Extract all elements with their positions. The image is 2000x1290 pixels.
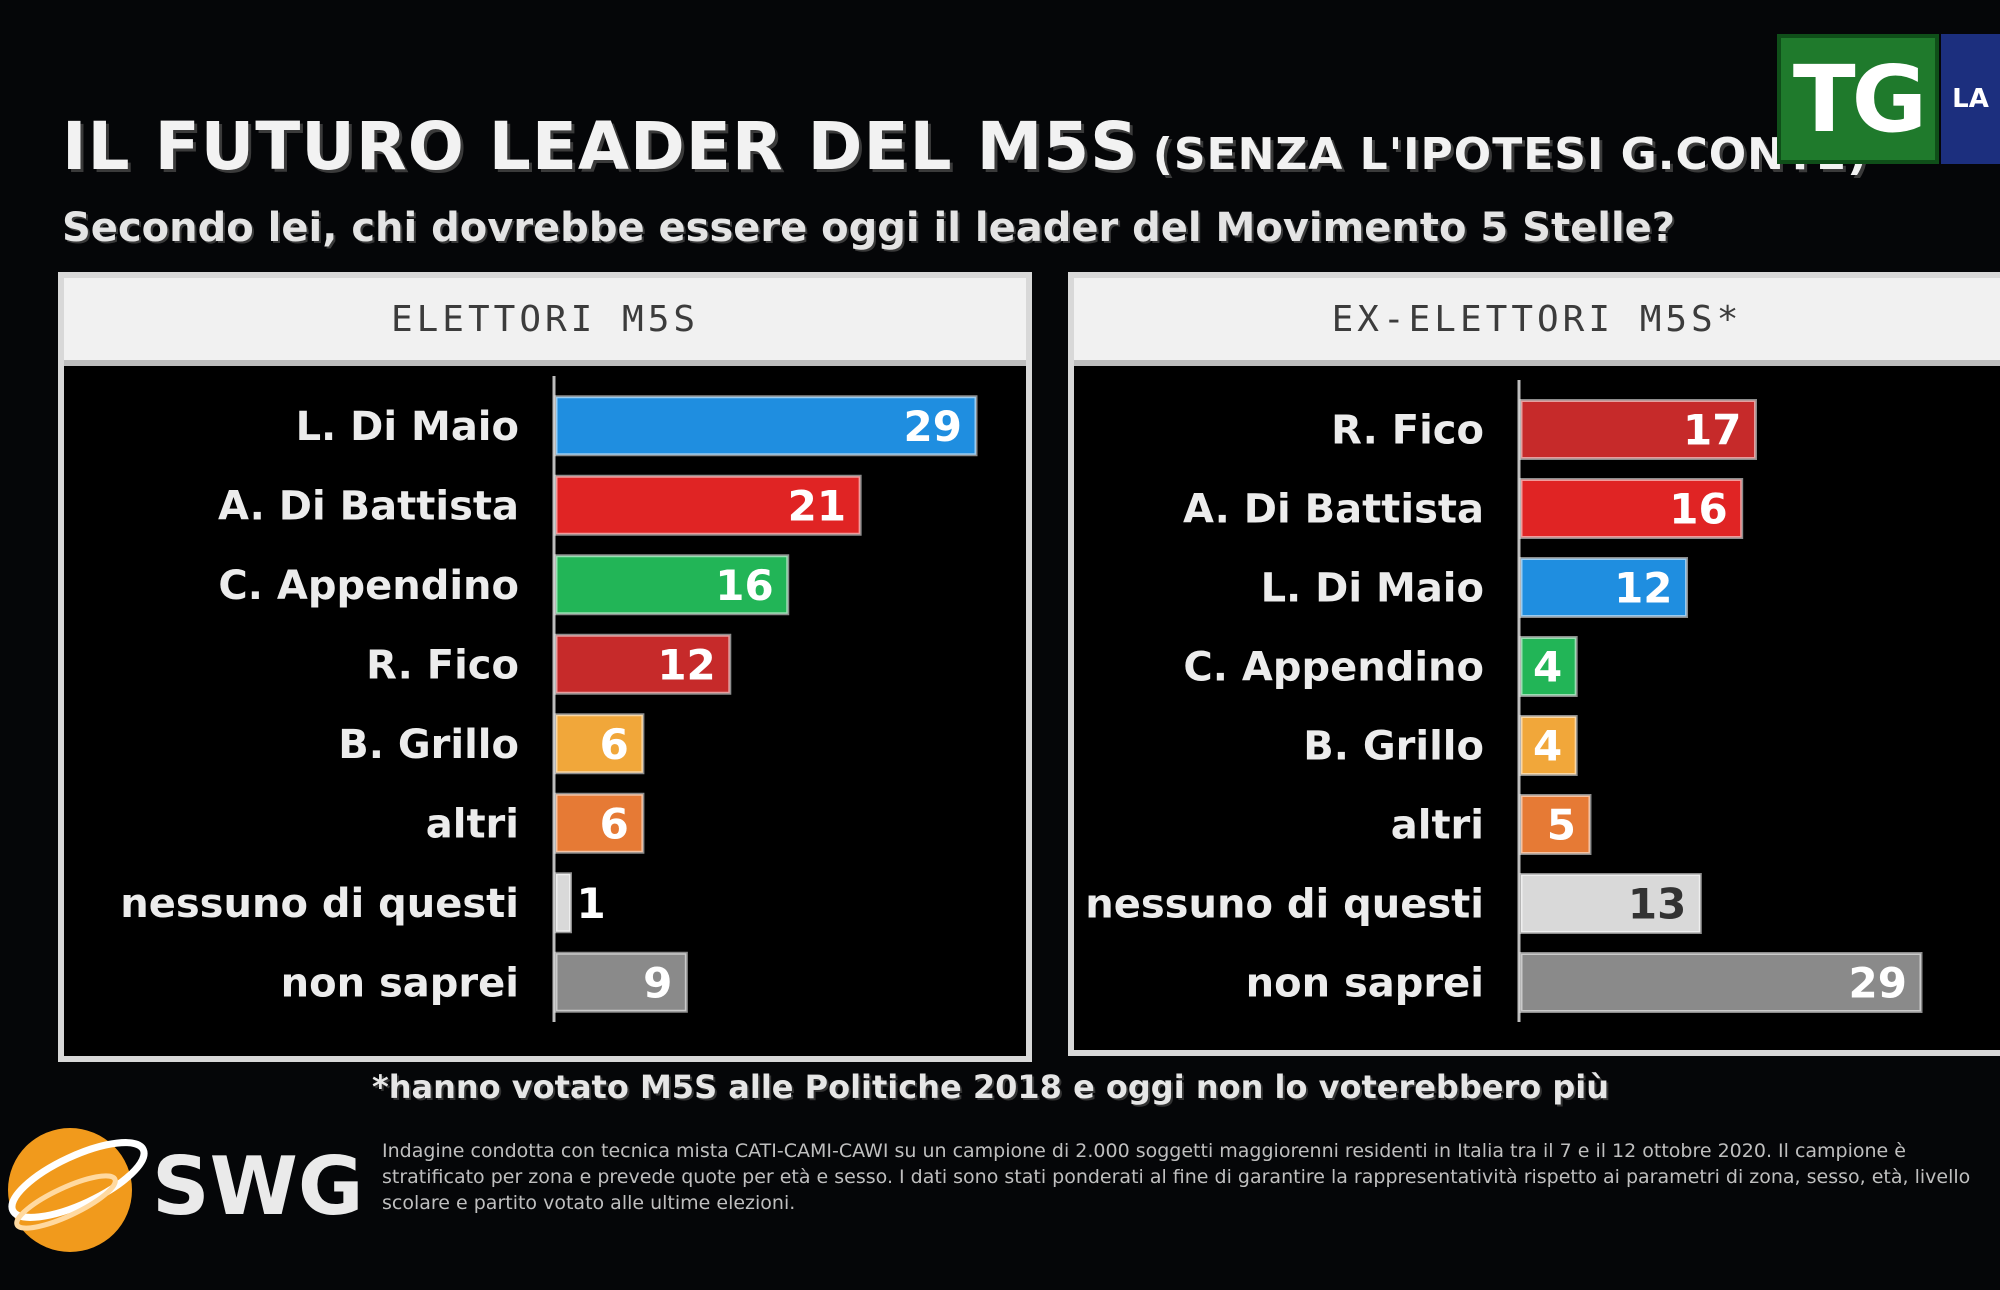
- data-label: 6: [600, 799, 629, 848]
- data-label: 1: [576, 879, 605, 928]
- category-label: L. Di Maio: [1261, 566, 1484, 612]
- category-label: L. Di Maio: [296, 404, 519, 450]
- bar: [1519, 952, 1923, 1013]
- bar: [554, 951, 688, 1013]
- data-label: 4: [1533, 643, 1562, 692]
- category-label: C. Appendino: [1183, 645, 1484, 691]
- category-label: R. Fico: [366, 642, 519, 688]
- bar: [554, 633, 732, 695]
- data-label: 29: [1849, 959, 1907, 1008]
- bar: [1519, 399, 1757, 460]
- data-label: 21: [788, 481, 846, 530]
- methodology-note: Indagine condotta con tecnica mista CATI…: [382, 1140, 1971, 1214]
- page-title: IL FUTURO LEADER DEL M5S (SENZA L'IPOTESI…: [62, 108, 1868, 185]
- data-label: 5: [1547, 801, 1576, 850]
- data-label: 17: [1683, 406, 1741, 455]
- bar: [1519, 478, 1744, 539]
- data-label: 6: [600, 720, 629, 769]
- category-label: altri: [426, 801, 519, 847]
- footnote: *hanno votato M5S alle Politiche 2018 e …: [372, 1068, 1609, 1106]
- panel-title-ex-elettori: EX-ELETTORI M5S*: [1074, 278, 2000, 366]
- bar: [554, 474, 862, 536]
- data-label: 9: [643, 958, 672, 1007]
- chart-panel-ex-elettori: EX-ELETTORI M5S* R. Fico 17 A. Di Battista…: [1068, 272, 2000, 1056]
- data-label: 13: [1628, 880, 1686, 929]
- data-label: 29: [904, 402, 962, 451]
- category-label: R. Fico: [1331, 408, 1484, 454]
- bar: [554, 792, 645, 854]
- category-label: B. Grillo: [338, 722, 519, 768]
- data-label: 12: [1614, 564, 1672, 613]
- bar: [554, 713, 645, 775]
- category-label: nessuno di questi: [120, 881, 519, 927]
- bar: [1519, 636, 1578, 697]
- data-label: 4: [1533, 722, 1562, 771]
- data-label: 16: [1669, 485, 1727, 534]
- category-label: non saprei: [1246, 961, 1484, 1007]
- tg-logo: TG: [1777, 34, 1939, 164]
- bar: [1519, 873, 1702, 934]
- swg-globe-icon: [8, 1128, 148, 1252]
- category-label: A. Di Battista: [218, 483, 519, 529]
- data-label: 12: [657, 640, 715, 689]
- category-label: A. Di Battista: [1183, 487, 1484, 533]
- category-label: nessuno di questi: [1085, 882, 1484, 928]
- chart-panel-elettori: ELETTORI M5S L. Di Maio 29 A. Di Battista 2…: [58, 272, 1032, 1062]
- channel-logo: LA: [1941, 34, 2000, 164]
- title-note: (SENZA L'IPOTESI G.CONTE): [1152, 129, 1869, 180]
- bar: [554, 554, 790, 616]
- category-label: altri: [1391, 803, 1484, 849]
- category-label: C. Appendino: [218, 563, 519, 609]
- bar: [554, 872, 572, 934]
- bar-chart-ex-elettori: R. Fico 17 A. Di Battista 16 L. Di Maio 12 C. …: [1085, 380, 1923, 1022]
- bar: [554, 395, 978, 457]
- title-main: IL FUTURO LEADER DEL M5S: [62, 108, 1139, 185]
- bar: [1519, 557, 1689, 618]
- panel-title-elettori: ELETTORI M5S: [64, 278, 1026, 366]
- bar-chart-elettori: L. Di Maio 29 A. Di Battista 21 C. Appendino…: [120, 376, 978, 1022]
- page-subtitle: Secondo lei, chi dovrebbe essere oggi il…: [62, 205, 1675, 251]
- bar: [1519, 715, 1578, 776]
- category-label: non saprei: [281, 960, 519, 1006]
- category-label: B. Grillo: [1303, 724, 1484, 770]
- data-label: 16: [715, 561, 773, 610]
- swg-brand: SWG: [152, 1140, 364, 1233]
- bar: [1519, 794, 1592, 855]
